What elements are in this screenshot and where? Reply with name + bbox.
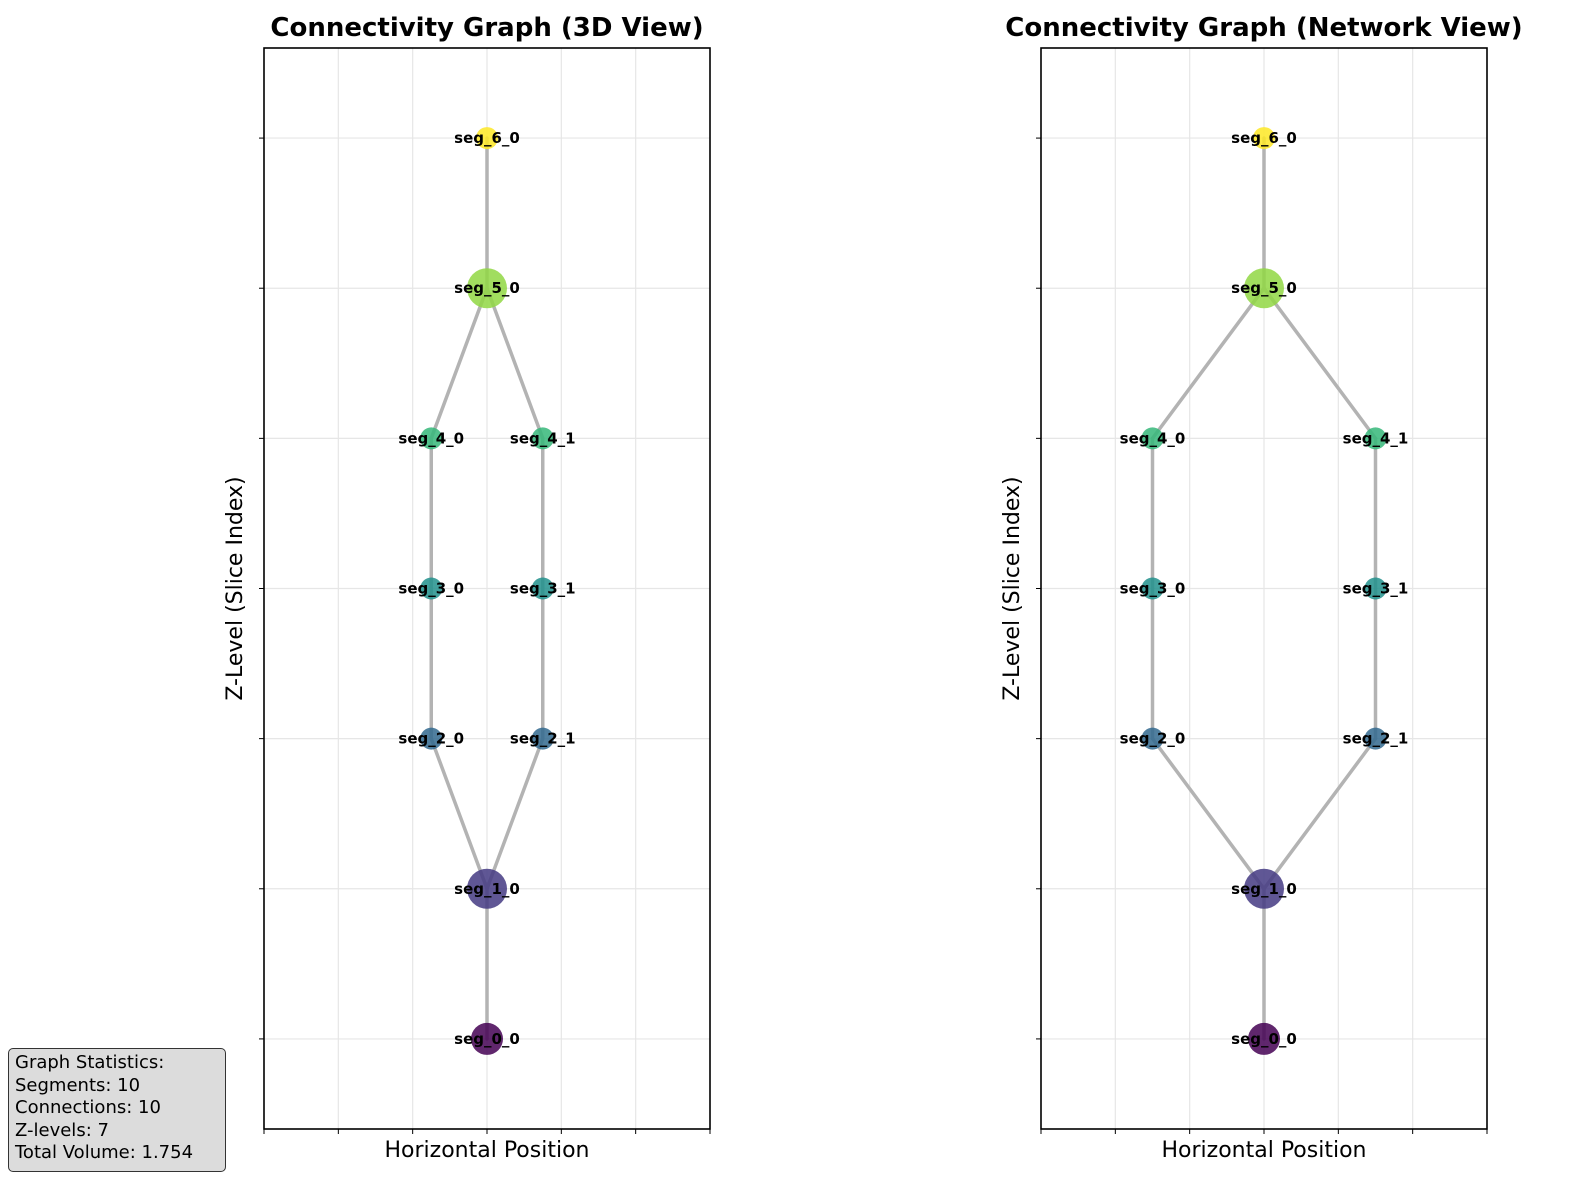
panel-3d-view: seg_0_0 seg_1_0 seg_2_0 seg_2_1 seg_3_0 seg_3…: [223, 13, 711, 1163]
node-seg_2_1: [531, 727, 554, 750]
stats-segments: Segments: 10: [15, 1074, 141, 1096]
edge-seg_4_1-seg_5_0: [1262, 286, 1378, 441]
edge-seg_1_0-seg_2_0: [429, 736, 489, 891]
node-seg_4_0: [1141, 427, 1164, 450]
stats-total-volume: Total Volume: 1.754: [15, 1142, 194, 1163]
axes-frame: [263, 47, 711, 1130]
node-seg_5_0: [1244, 268, 1284, 309]
node-seg_4_1: [531, 427, 554, 450]
node-seg_4_1: [1364, 427, 1387, 450]
edge-seg_4_0-seg_5_0: [429, 286, 489, 441]
stats-connections: Connections: 10: [15, 1097, 161, 1118]
panel-network-view: seg_0_0 seg_1_0 seg_2_0 seg_2_1 seg_3_0 seg_3…: [1000, 13, 1523, 1163]
node-label-seg_3_1: seg_3_1: [1343, 580, 1409, 598]
node-label-seg_0_0: seg_0_0: [454, 1030, 520, 1048]
edge-seg_4_0-seg_5_0: [1150, 286, 1266, 441]
chart-title: Connectivity Graph (3D View): [270, 13, 703, 43]
node-seg_1_0: [467, 868, 507, 909]
node-seg_6_0: [1253, 127, 1275, 150]
node-seg_1_0: [1244, 868, 1284, 909]
edge-seg_1_0-seg_2_1: [1262, 736, 1378, 891]
node-seg_3_1: [531, 577, 554, 600]
node-seg_4_0: [420, 427, 443, 450]
node-label-seg_6_0: seg_6_0: [454, 129, 520, 147]
stats-zlevels: Z-levels: 7: [15, 1119, 109, 1141]
node-seg_2_0: [420, 727, 443, 750]
node-label-seg_0_0: seg_0_0: [1231, 1030, 1297, 1048]
node-label-seg_3_1: seg_3_1: [510, 580, 576, 598]
node-label-seg_4_1: seg_4_1: [510, 429, 576, 447]
axes-frame: [1040, 47, 1488, 1130]
chart-title: Connectivity Graph (Network View): [1005, 13, 1522, 43]
stats-heading: Graph Statistics:: [15, 1052, 165, 1073]
node-label-seg_4_0: seg_4_0: [398, 429, 464, 447]
node-seg_2_1: [1364, 727, 1387, 750]
graph-statistics-box: Graph Statistics: Segments: 10 Connectio…: [8, 1048, 226, 1172]
node-label-seg_1_0: seg_1_0: [454, 880, 520, 898]
node-seg_2_0: [1141, 727, 1164, 750]
edge-seg_4_1-seg_5_0: [485, 286, 545, 441]
node-seg_0_0: [471, 1022, 503, 1055]
node-seg_3_1: [1364, 577, 1387, 600]
y-axis-label: Z-Level (Slice Index): [1000, 476, 1025, 700]
node-label-seg_2_1: seg_2_1: [1343, 730, 1409, 748]
node-label-seg_2_1: seg_2_1: [510, 730, 576, 748]
node-seg_6_0: [476, 127, 498, 150]
node-label-seg_1_0: seg_1_0: [1231, 880, 1297, 898]
node-label-seg_6_0: seg_6_0: [1231, 129, 1297, 147]
node-label-seg_4_1: seg_4_1: [1343, 429, 1409, 447]
node-label-seg_3_0: seg_3_0: [398, 580, 464, 598]
y-axis-label: Z-Level (Slice Index): [223, 476, 248, 700]
node-label-seg_5_0: seg_5_0: [454, 279, 520, 297]
node-label-seg_2_0: seg_2_0: [1120, 730, 1186, 748]
edge-seg_1_0-seg_2_0: [1150, 736, 1266, 891]
node-seg_3_0: [420, 577, 443, 600]
x-axis-label: Horizontal Position: [385, 1138, 590, 1163]
node-seg_3_0: [1141, 577, 1164, 600]
node-label-seg_4_0: seg_4_0: [1120, 429, 1186, 447]
node-label-seg_3_0: seg_3_0: [1120, 580, 1186, 598]
node-seg_0_0: [1248, 1022, 1280, 1055]
x-axis-label: Horizontal Position: [1162, 1138, 1367, 1163]
edge-seg_1_0-seg_2_1: [485, 736, 545, 891]
node-label-seg_5_0: seg_5_0: [1231, 279, 1297, 297]
node-label-seg_2_0: seg_2_0: [398, 730, 464, 748]
node-seg_5_0: [467, 268, 507, 309]
